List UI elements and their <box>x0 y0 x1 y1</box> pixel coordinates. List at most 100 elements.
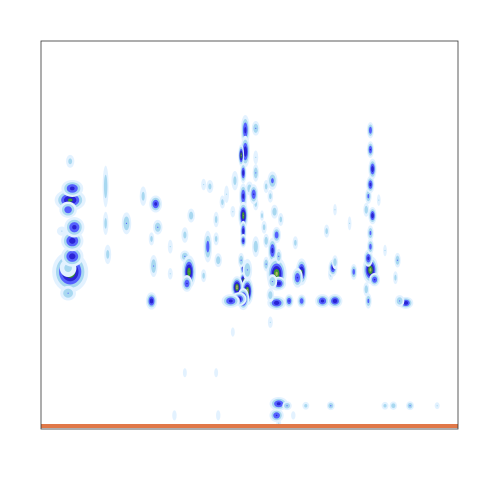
contour-level <box>236 286 238 289</box>
heatmap-peak <box>200 269 207 283</box>
contour-level <box>244 126 247 134</box>
heatmap-peak <box>214 253 222 268</box>
heatmap-peak <box>231 170 239 191</box>
contour-level <box>268 291 273 300</box>
contour-level <box>261 213 263 218</box>
heatmap-peak <box>181 275 193 292</box>
heatmap-peak <box>291 411 296 420</box>
contour-level <box>221 199 224 205</box>
contour-level <box>169 273 171 275</box>
contour-level <box>291 411 296 420</box>
heatmap-peak <box>292 267 303 288</box>
contour-level <box>64 206 72 214</box>
contour-level <box>150 235 153 242</box>
contour-level <box>104 218 107 229</box>
heatmap-peak <box>394 252 401 268</box>
contour-level <box>271 247 274 254</box>
heatmap-peak <box>149 255 158 278</box>
heatmap-peak <box>323 224 330 238</box>
heatmap-peak <box>145 292 158 310</box>
heatmap-peak <box>267 171 278 190</box>
heatmap-peak <box>252 164 259 182</box>
heatmap-peak <box>121 212 132 235</box>
heatmap-peak <box>367 225 374 241</box>
heatmap-peak <box>102 165 109 208</box>
contour-level <box>264 183 268 190</box>
heatmap-peak <box>263 233 270 248</box>
contour-level <box>367 194 370 199</box>
contour-level <box>240 154 242 157</box>
heatmap-peak <box>253 150 259 165</box>
contour-level <box>364 285 368 294</box>
contour-level <box>214 368 219 378</box>
heatmap-peak <box>221 294 240 308</box>
contour-level <box>320 299 325 303</box>
contour-level <box>332 298 338 304</box>
contour-level <box>276 402 281 406</box>
contour-level <box>242 193 245 199</box>
heatmap-peak <box>381 401 389 410</box>
contour-level <box>403 301 409 305</box>
contour-level <box>383 403 387 408</box>
contour-level <box>233 176 237 186</box>
contour-level <box>228 299 233 303</box>
heatmap-peak <box>284 294 294 308</box>
heatmap-peak <box>331 255 338 270</box>
contour-level <box>271 280 274 283</box>
heatmap-peak <box>266 288 275 303</box>
contour-level <box>369 243 372 250</box>
contour-level <box>69 253 76 260</box>
contour-level <box>230 327 235 337</box>
contour-level <box>278 255 280 257</box>
contour-level <box>352 268 356 275</box>
heatmap-peak <box>172 410 177 421</box>
heatmap-peak <box>216 410 221 421</box>
contour-level <box>436 405 438 407</box>
heatmap-peak <box>261 220 267 234</box>
heatmap-peak <box>333 204 337 216</box>
contour-level <box>399 300 401 302</box>
contour-level <box>278 422 280 424</box>
heatmap-peak <box>366 141 375 158</box>
contour-level <box>154 202 158 206</box>
contour-level <box>264 236 268 245</box>
contour-level <box>253 240 258 253</box>
heatmap-peak <box>267 237 278 264</box>
plot-frame <box>40 40 459 430</box>
contour-level <box>172 410 177 421</box>
contour-level <box>296 276 299 279</box>
heatmap-peak <box>327 294 343 308</box>
contour-level <box>330 405 332 407</box>
contour-level <box>269 193 272 200</box>
contour-level <box>252 193 255 196</box>
contour-level <box>243 146 248 157</box>
contour-level <box>325 228 328 235</box>
heatmap-peak <box>238 144 245 167</box>
heatmap-peak <box>368 158 377 180</box>
heatmap-peak <box>61 245 84 267</box>
contour-level <box>182 368 187 378</box>
heatmap-peak <box>148 232 155 246</box>
contour-level <box>396 259 399 261</box>
heatmap-peak <box>238 201 249 230</box>
contour-level <box>276 281 281 286</box>
contour-level <box>373 278 376 281</box>
heatmap-peak <box>365 293 372 309</box>
heatmap-peak <box>252 236 260 258</box>
contour-level <box>157 226 159 228</box>
heatmap-peak <box>238 252 245 268</box>
contour-level <box>333 258 337 267</box>
heatmap-peak <box>201 178 207 191</box>
heatmap-peak <box>277 213 284 226</box>
heatmap-peak <box>366 122 374 139</box>
heatmap-peak <box>367 238 374 255</box>
contour-level <box>299 298 304 304</box>
heatmap-peak <box>251 120 260 136</box>
contour-level <box>288 300 290 302</box>
heatmap-peak <box>206 180 214 193</box>
heatmap-peak <box>269 408 284 423</box>
heatmap-peak <box>369 272 380 287</box>
heatmap-peak <box>56 226 67 236</box>
heatmap-peak <box>64 217 85 238</box>
